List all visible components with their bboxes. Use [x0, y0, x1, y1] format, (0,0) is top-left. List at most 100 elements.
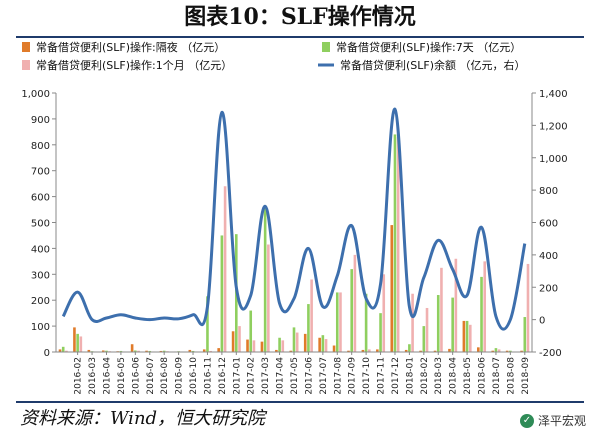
bar [307, 304, 310, 352]
x-tick-label: 2018-05 [463, 357, 473, 395]
x-tick-label: 2017-10 [362, 357, 372, 395]
bar [252, 340, 256, 352]
bar [404, 349, 408, 352]
bar [209, 350, 212, 352]
x-tick-label: 2017-06 [304, 357, 314, 395]
x-tick-label: 2016-08 [160, 357, 170, 395]
left-tick-label: 100 [31, 322, 50, 333]
bar [353, 254, 357, 353]
bar [159, 350, 163, 352]
bar [436, 295, 440, 352]
bar [422, 326, 426, 352]
x-tick-label: 2017-01 [232, 357, 242, 395]
bar [382, 274, 386, 352]
bar [379, 313, 382, 352]
bar [231, 331, 235, 352]
bar [65, 350, 68, 352]
bar [310, 279, 313, 352]
x-tick-label: 2017-09 [348, 357, 358, 395]
bar [303, 333, 307, 352]
left-tick-label: 1,000 [21, 89, 50, 100]
x-tick-label: 2016-05 [117, 357, 127, 395]
left-tick-label: 500 [31, 219, 50, 230]
legend-label: 常备借贷便利(SLF)操作:隔夜 （亿元） [36, 40, 225, 54]
bar [134, 350, 137, 352]
x-tick-label: 2017-02 [247, 357, 257, 395]
bar [202, 349, 206, 352]
left-tick-label: 300 [31, 270, 50, 281]
bar [408, 344, 411, 352]
bar [223, 186, 227, 352]
bar [148, 350, 152, 352]
bar [440, 267, 443, 352]
bar [451, 297, 454, 352]
bar [509, 350, 512, 352]
bar [454, 258, 458, 352]
x-tick-label: 2018-02 [420, 357, 430, 395]
bar [483, 261, 487, 352]
bar [505, 350, 509, 352]
right-tick-label: -200 [539, 348, 562, 359]
legend-swatch [22, 42, 30, 52]
x-tick-label: 2016-10 [189, 357, 199, 395]
x-tick-label: 2018-07 [492, 357, 502, 395]
bar [332, 345, 336, 352]
bar [58, 349, 62, 352]
bar [347, 350, 350, 352]
bar [477, 347, 480, 352]
bar [376, 349, 379, 352]
left-tick-label: 800 [31, 141, 50, 152]
legend-label: 常备借贷便利(SLF)余额 （亿元，右） [340, 58, 526, 72]
x-tick-label: 2018-09 [521, 357, 531, 395]
legend-label: 常备借贷便利(SLF)操作:1个月 （亿元） [36, 58, 232, 72]
bar [275, 349, 278, 352]
left-tick-label: 600 [31, 193, 50, 204]
bar [191, 350, 195, 352]
legend-item: 常备借贷便利(SLF)操作:7天 （亿元） [322, 40, 521, 54]
bar [105, 350, 108, 352]
x-tick-label: 2017-03 [261, 357, 271, 395]
left-tick-label: 900 [31, 115, 50, 126]
left-tick-label: 200 [31, 296, 50, 307]
bar [76, 333, 79, 352]
bar [411, 293, 414, 352]
x-tick-label: 2017-11 [377, 357, 387, 395]
bar [101, 350, 105, 352]
bar [281, 340, 285, 352]
bar-series [58, 225, 523, 352]
bar [335, 292, 339, 352]
left-tick-label: 400 [31, 244, 50, 255]
plot-area [58, 107, 530, 353]
bar-series [65, 137, 530, 353]
legend-swatch [322, 42, 330, 52]
bar [523, 317, 527, 352]
x-tick-label: 2018-06 [478, 357, 488, 395]
x-tick-label: 2017-05 [290, 357, 300, 395]
x-tick-label: 2016-11 [203, 357, 213, 395]
bar [339, 292, 342, 352]
bar [494, 348, 498, 352]
title-divider [16, 36, 584, 38]
right-tick-label: 0 [539, 316, 545, 327]
x-tick-label: 2016-07 [146, 357, 156, 395]
legend-label: 常备借贷便利(SLF)操作:7天 （亿元） [336, 40, 521, 54]
bar [137, 350, 140, 352]
bar [321, 335, 325, 352]
bar [238, 326, 241, 352]
bar [390, 225, 394, 352]
x-tick-label: 2017-12 [391, 357, 401, 395]
legend-swatch [22, 60, 30, 70]
x-tick-label: 2017-08 [333, 357, 343, 395]
wechat-icon: ✓ [519, 414, 534, 428]
bar [419, 350, 422, 352]
bar [295, 332, 299, 352]
bar [491, 350, 495, 352]
bar [61, 346, 65, 352]
bar [526, 263, 530, 352]
x-tick-label: 2016-03 [88, 357, 98, 395]
x-tick-label: 2018-01 [405, 357, 415, 395]
page-title: 图表10：SLF操作情况 [184, 4, 416, 30]
bar [396, 137, 400, 352]
bar [73, 327, 76, 352]
